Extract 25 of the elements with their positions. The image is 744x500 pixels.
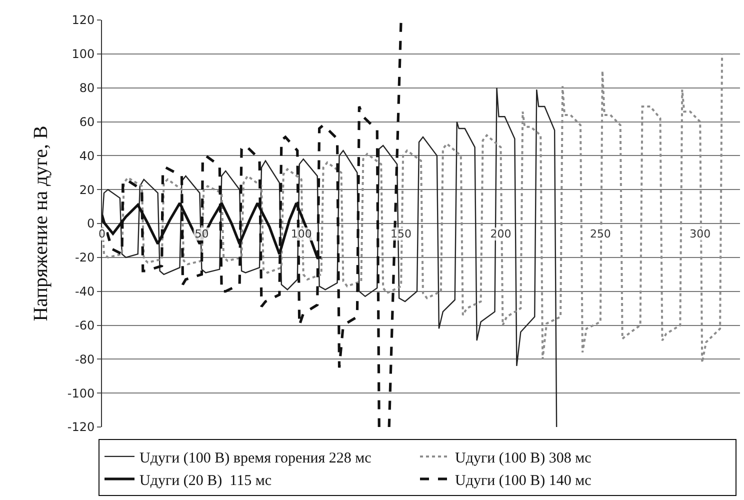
x-tick-label: 250 [590,228,611,240]
y-tick-label: 0 [86,216,95,231]
y-tick-label: 80 [79,81,95,96]
x-tick-label: 50 [194,228,209,240]
y-tick-label: -100 [67,386,95,400]
y-axis-title: Напряжение на дуге, В [30,126,52,322]
y-tick-label: 40 [79,148,95,163]
y-tick-label: -120 [67,420,95,434]
x-tick-label: 150 [390,228,412,240]
legend-label: Uдуги (20 В) 115 мс [140,472,272,489]
x-tick-label: 200 [490,228,512,240]
y-tick-label: 100 [72,47,95,62]
y-tick-label: -60 [74,318,95,332]
y-tick-label: -80 [74,352,95,366]
y-tick-label: 60 [79,114,95,129]
y-tick-label: 20 [79,182,95,197]
y-tick-label: -20 [74,250,95,265]
x-tick-label: 100 [290,228,312,240]
legend-label: Uдуги (100 В) время горения 228 мс [140,450,372,466]
x-tick-label: 0 [98,228,106,240]
y-tick-label: 120 [72,13,95,28]
legend-label: Uдуги (100 В) 308 мс [455,450,592,466]
legend-label: Uдуги (100 В) 140 мс [455,472,592,489]
y-tick-label: -40 [74,284,95,299]
x-tick-label: 300 [690,228,711,240]
